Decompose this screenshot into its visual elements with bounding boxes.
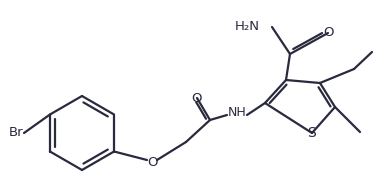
Text: O: O	[323, 27, 333, 40]
Text: O: O	[147, 157, 157, 169]
Text: H₂N: H₂N	[235, 20, 260, 34]
Text: S: S	[308, 126, 316, 140]
Text: NH: NH	[228, 106, 246, 120]
Text: O: O	[192, 91, 202, 105]
Text: Br: Br	[9, 127, 23, 139]
